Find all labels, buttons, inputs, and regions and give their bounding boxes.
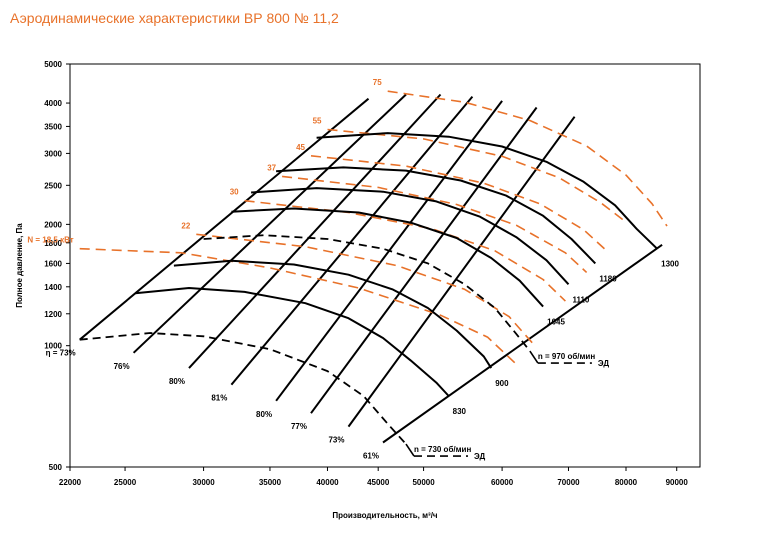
plot-frame bbox=[69, 63, 701, 468]
speed-curve bbox=[231, 207, 544, 308]
x-tick-label: 25000 bbox=[114, 478, 137, 487]
power-label: 22 bbox=[181, 221, 190, 230]
speed-curve bbox=[135, 287, 450, 397]
chart-title: Аэродинамические характеристики ВР 800 №… bbox=[10, 10, 339, 26]
annotation-rpm: n = 970 об/мин bbox=[538, 352, 595, 361]
y-axis-label: Полное давление, Па bbox=[15, 223, 24, 308]
annotation-motor: ЭД bbox=[474, 452, 485, 461]
power-line bbox=[327, 128, 624, 221]
x-tick-label: 35000 bbox=[259, 478, 282, 487]
speed-curves bbox=[79, 132, 658, 445]
speed-curve bbox=[316, 132, 658, 250]
x-tick-label: 60000 bbox=[491, 478, 514, 487]
efficiency-label: η = 73% bbox=[46, 349, 76, 358]
power-label: 55 bbox=[313, 116, 322, 125]
speed-curve bbox=[173, 259, 493, 369]
annotation-motor: ЭД bbox=[598, 359, 609, 368]
y-tick-label: 3500 bbox=[44, 122, 62, 131]
power-line bbox=[282, 175, 588, 273]
efficiency-line bbox=[79, 97, 370, 341]
efficiency-label: 73% bbox=[328, 436, 344, 445]
x-tick-label: 90000 bbox=[666, 478, 689, 487]
power-label: 45 bbox=[296, 143, 305, 152]
rpm-label: 1045 bbox=[547, 318, 565, 327]
y-tick-label: 2000 bbox=[44, 220, 62, 229]
speed-curve bbox=[276, 166, 597, 265]
rpm-label: 1180 bbox=[599, 274, 617, 283]
power-label: 30 bbox=[230, 188, 239, 197]
x-tick-label: 30000 bbox=[192, 478, 215, 487]
rpm-label: 1110 bbox=[572, 295, 589, 304]
y-tick-label: 1400 bbox=[44, 283, 62, 292]
x-tick-label: 80000 bbox=[615, 478, 638, 487]
efficiency-label: 61% bbox=[363, 452, 379, 461]
y-tick-label: 1200 bbox=[44, 310, 62, 319]
annotation-leader bbox=[529, 350, 539, 364]
efficiency-label: 77% bbox=[291, 422, 307, 431]
y-tick-label: 5000 bbox=[44, 60, 62, 69]
speed-curve bbox=[203, 234, 531, 352]
x-tick-label: 50000 bbox=[412, 478, 435, 487]
power-lines bbox=[79, 90, 668, 365]
y-tick-label: 3000 bbox=[44, 149, 62, 158]
x-tick-label: 45000 bbox=[367, 478, 390, 487]
power-line bbox=[310, 155, 608, 252]
power-line bbox=[79, 247, 517, 365]
efficiency-lines bbox=[79, 93, 663, 444]
y-tick-label: 1600 bbox=[44, 259, 62, 268]
x-tick-label: 70000 bbox=[557, 478, 580, 487]
power-label: 37 bbox=[267, 163, 276, 172]
rpm-label: 1300 bbox=[661, 260, 679, 269]
y-tick-label: 2500 bbox=[44, 181, 62, 190]
efficiency-line bbox=[188, 93, 442, 369]
efficiency-line bbox=[132, 93, 407, 354]
efficiency-label: 80% bbox=[169, 377, 185, 386]
efficiency-line bbox=[382, 243, 663, 444]
speed-curve bbox=[251, 187, 570, 285]
y-tick-label: 1800 bbox=[44, 239, 62, 248]
x-tick-label: 22000 bbox=[59, 478, 82, 487]
power-line bbox=[387, 90, 668, 227]
efficiency-label: 76% bbox=[114, 362, 130, 371]
speed-curve bbox=[79, 332, 407, 445]
rpm-label: 900 bbox=[495, 379, 509, 388]
efficiency-line bbox=[230, 95, 474, 386]
power-label: N = 18,5 кВт bbox=[27, 236, 73, 245]
rpm-label: 830 bbox=[453, 407, 467, 416]
power-label: 75 bbox=[373, 78, 382, 87]
efficiency-line bbox=[347, 116, 576, 428]
y-tick-label: 1000 bbox=[44, 342, 62, 351]
y-tick-label: 500 bbox=[49, 463, 63, 472]
annotation-leader bbox=[405, 443, 415, 457]
x-tick-label: 40000 bbox=[316, 478, 339, 487]
axes: 22000 25000 30000 35000 40000 45000 50000 60000… bbox=[15, 60, 701, 520]
labels: η = 73% 76% 80% 81% 80% 77% 73% 61% N = 18,5 кВт… bbox=[27, 78, 679, 461]
x-axis-label: Производительность, м³/ч bbox=[332, 511, 438, 520]
y-tick-label: 4000 bbox=[44, 99, 62, 108]
annotation-rpm: n = 730 об/мин bbox=[414, 445, 471, 454]
efficiency-label: 80% bbox=[256, 410, 272, 419]
efficiency-label: 81% bbox=[211, 394, 227, 403]
efficiency-line bbox=[310, 106, 538, 414]
